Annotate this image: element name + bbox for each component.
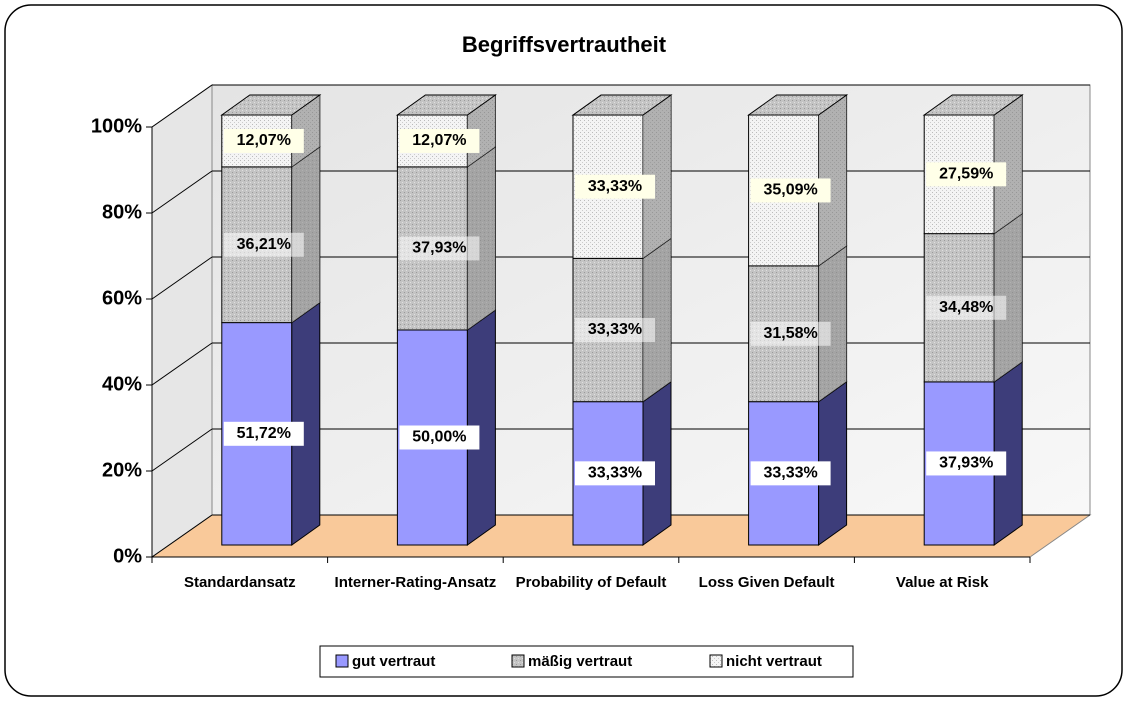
value-label: 51,72% [237, 425, 291, 442]
value-label-box [575, 318, 655, 343]
bar-side-texture [818, 245, 847, 402]
value-label: 33,33% [588, 321, 642, 338]
bar-side-texture [467, 146, 496, 330]
y-tick-label: 60% [102, 287, 142, 309]
value-label: 27,59% [939, 166, 993, 183]
value-label: 35,09% [763, 182, 817, 199]
bar-side-texture [994, 213, 1023, 382]
value-label: 12,07% [237, 132, 291, 149]
x-tick-label: Loss Given Default [698, 574, 835, 591]
x-tick-label: Interner-Rating-Ansatz [334, 574, 497, 591]
value-label-box [926, 295, 1007, 320]
value-label: 33,33% [588, 465, 642, 482]
bar-side-texture [643, 238, 671, 402]
y-tick-label: 80% [102, 201, 142, 223]
value-label-box [223, 421, 304, 446]
y-tick-label: 40% [102, 373, 142, 395]
value-label-box [575, 461, 655, 486]
x-tick-label: Value at Risk [895, 574, 989, 591]
legend-label: mäßig vertraut [528, 653, 632, 670]
grid-line [151, 514, 213, 558]
bar-top [571, 94, 673, 116]
x-tick-label: Loss Given Default [698, 574, 835, 591]
x-tick-label: Standardansatz [183, 574, 296, 591]
legend-swatch [335, 654, 349, 668]
grid-line [151, 428, 213, 472]
bar-top [922, 94, 1024, 116]
value-label-box [223, 128, 304, 153]
bar-top [220, 94, 322, 116]
y-tick-label: 100% [91, 115, 142, 137]
value-label-box [926, 451, 1007, 476]
bar-top [395, 94, 497, 116]
chart-title: Begriffsvertrautheit [462, 32, 667, 57]
y-tick-label: 0% [113, 545, 142, 567]
x-tick-label: Probability of Default [515, 574, 667, 591]
bar-side-texture [643, 95, 671, 259]
grid-line [151, 342, 213, 386]
value-label: 50,00% [412, 429, 466, 446]
value-label-box [575, 174, 655, 199]
value-label: 37,93% [939, 455, 993, 472]
value-label: 34,48% [939, 299, 993, 316]
grid-line [151, 170, 213, 214]
value-label-box [223, 232, 304, 257]
value-label: 37,93% [412, 240, 466, 257]
y-tick-label: 20% [102, 459, 142, 481]
value-label-box [399, 236, 480, 261]
bar-side-texture [994, 95, 1023, 234]
value-label-box [750, 321, 831, 346]
x-tick-label: Value at Risk [895, 574, 989, 591]
value-label: 31,58% [763, 325, 817, 342]
x-tick-label: Probability of Default [515, 574, 667, 591]
value-label: 12,07% [412, 132, 466, 149]
bar-side-texture [818, 95, 847, 266]
legend-label: gut vertraut [352, 653, 435, 670]
value-label-box [399, 128, 480, 153]
value-label-box [750, 178, 831, 203]
legend-swatch [511, 654, 525, 668]
grid-line [151, 256, 213, 300]
grid-line [151, 84, 213, 128]
value-label: 33,33% [763, 465, 817, 482]
side-wall [151, 84, 213, 558]
value-label-box [750, 461, 831, 486]
value-label: 33,33% [588, 178, 642, 195]
value-label-box [926, 162, 1007, 187]
legend [319, 645, 854, 678]
value-label-box [399, 425, 480, 450]
bar-side-texture [291, 146, 320, 323]
x-tick-label: Standardansatz [183, 574, 296, 591]
legend-label: nicht vertraut [726, 653, 822, 670]
legend-swatch [709, 654, 723, 668]
x-tick-label: Interner-Rating-Ansatz [334, 574, 497, 591]
bar-top [747, 94, 849, 116]
value-label: 36,21% [237, 236, 291, 253]
